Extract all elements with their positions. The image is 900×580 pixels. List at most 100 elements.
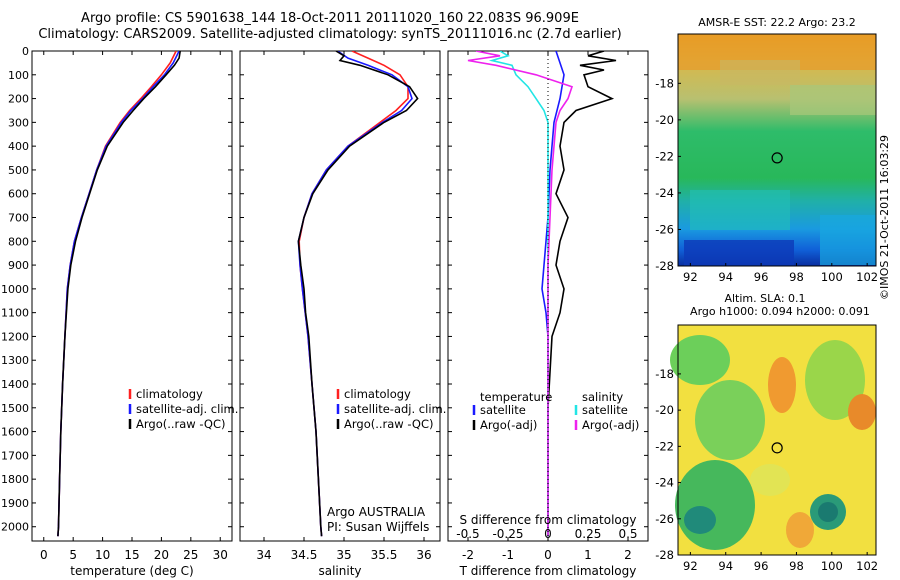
salinity-xlabel: salinity [318, 564, 361, 578]
map-x-tick-label: 98 [789, 270, 804, 284]
legend-label: satellite [582, 403, 628, 417]
legend-label: Argo(-adj) [582, 418, 639, 432]
y-tick-label: 2000 [1, 521, 29, 534]
y-tick-label: 1400 [1, 378, 29, 391]
series-line-argo--adj- [547, 51, 617, 537]
x-tick-label: 0 [544, 548, 552, 562]
map-y-tick-label: -24 [655, 186, 674, 200]
series-line-satellite-adj--clim- [297, 51, 413, 537]
y-tick-label: 1300 [1, 354, 29, 367]
salinity-diff-tick-label: -0.25 [492, 527, 523, 541]
x-tick-label: 15 [124, 548, 139, 562]
y-tick-label: 1000 [1, 283, 29, 296]
map-x-tick-label: 102 [856, 270, 878, 284]
series-line-satellite [488, 51, 549, 537]
map-y-tick-label: -20 [655, 403, 674, 417]
y-tick-label: 400 [8, 140, 29, 153]
x-tick-label: 5 [69, 548, 77, 562]
legend-header-temperature: temperature [480, 390, 552, 404]
series-line-argo---raw--qc- [297, 51, 419, 537]
series-group [297, 51, 419, 537]
imos-timestamp: ©IMOS 21-Oct-2011 16:03:29 [878, 134, 891, 300]
x-tick-label: -1 [502, 548, 514, 562]
x-tick-label: 35.5 [371, 548, 398, 562]
x-tick-label: 35 [336, 548, 351, 562]
salinity-diff-tick-label: 0.5 [618, 527, 637, 541]
sst-map [677, 33, 877, 267]
x-tick-label: 10 [95, 548, 110, 562]
temperature-panel-frame [31, 50, 233, 542]
map-x-tick-label: 100 [821, 270, 843, 284]
legend-header-salinity: salinity [582, 390, 623, 404]
y-tick-label: 600 [8, 188, 29, 201]
x-tick-label: 2 [624, 548, 632, 562]
map-x-tick-label: 94 [718, 270, 733, 284]
argo-pi-label: PI: Susan Wijffels [327, 520, 429, 534]
difference-xlabel: T difference from climatology [459, 564, 637, 578]
salinity-diff-tick-label: 0 [544, 527, 552, 541]
y-tick-label: 1700 [1, 449, 29, 462]
y-tick-label: 700 [8, 212, 29, 225]
map-y-tick-label: -22 [655, 439, 674, 453]
y-tick-label: 200 [8, 93, 29, 106]
x-tick-label: 34.5 [291, 548, 318, 562]
sla-map-title-line1: Altim. SLA: 0.1 [724, 292, 805, 305]
x-tick-label: 36 [416, 548, 431, 562]
series-line-argo--adj- [467, 51, 574, 537]
figure-title-line2: Climatology: CARS2009. Satellite-adjuste… [38, 27, 622, 42]
salinity-panel-frame [239, 50, 441, 542]
salinity-diff-tick-label: 0.25 [575, 527, 602, 541]
sla-map [670, 324, 877, 556]
x-tick-label: 34 [256, 548, 271, 562]
legend-label: satellite-adj. clim. [136, 402, 238, 416]
sla-map-title-line2: Argo h1000: 0.094 h2000: 0.091 [690, 305, 870, 318]
x-tick-label: 30 [213, 548, 228, 562]
y-tick-label: 900 [8, 259, 29, 272]
map-y-tick-label: -26 [655, 512, 674, 526]
series-line-climatology [57, 51, 177, 537]
legend-label: Argo(-adj) [480, 418, 537, 432]
series-line-satellite [541, 51, 565, 537]
sla-argo-marker [771, 442, 783, 454]
figure-title-line1: Argo profile: CS 5901638_144 18-Oct-2011… [81, 11, 579, 26]
map-y-tick-label: -22 [655, 149, 674, 163]
y-tick-label: 1600 [1, 426, 29, 439]
legend-label: climatology [136, 387, 203, 401]
legend-label: Argo(..raw -QC) [344, 417, 434, 431]
x-tick-label: 0 [40, 548, 48, 562]
argo-program-label: Argo AUSTRALIA [327, 505, 426, 519]
y-tick-label: 1500 [1, 402, 29, 415]
map-x-tick-label: 92 [683, 270, 698, 284]
legend-label: climatology [344, 387, 411, 401]
series-group [467, 51, 617, 537]
x-tick-label: -2 [462, 548, 474, 562]
y-tick-label: 500 [8, 164, 29, 177]
y-tick-label: 1100 [1, 307, 29, 320]
y-tick-label: 1800 [1, 473, 29, 486]
map-x-tick-label: 102 [856, 559, 878, 573]
map-x-tick-label: 96 [754, 270, 769, 284]
map-x-tick-label: 98 [789, 559, 804, 573]
map-y-tick-label: -24 [655, 476, 674, 490]
y-tick-label: 800 [8, 235, 29, 248]
y-tick-label: 1200 [1, 330, 29, 343]
y-tick-label: 100 [8, 69, 29, 82]
map-y-tick-label: -18 [655, 367, 674, 381]
temperature-xlabel: temperature (deg C) [70, 564, 193, 578]
map-y-tick-label: -28 [655, 259, 674, 273]
map-y-tick-label: -28 [655, 548, 674, 562]
legend-label: satellite [480, 403, 526, 417]
legend-label: satellite-adj. clim. [344, 402, 446, 416]
difference-xlabel-top: S difference from climatology [460, 513, 637, 527]
map-x-tick-label: 100 [821, 559, 843, 573]
legend-label: Argo(..raw -QC) [136, 417, 226, 431]
salinity-diff-tick-label: -0.5 [456, 527, 479, 541]
series-line-climatology [298, 51, 409, 537]
y-tick-label: 1900 [1, 497, 29, 510]
map-x-tick-label: 94 [718, 559, 733, 573]
map-y-tick-label: -20 [655, 113, 674, 127]
y-tick-label: 300 [8, 116, 29, 129]
x-tick-label: 20 [154, 548, 169, 562]
sst-map-title: AMSR-E SST: 22.2 Argo: 23.2 [698, 16, 856, 29]
